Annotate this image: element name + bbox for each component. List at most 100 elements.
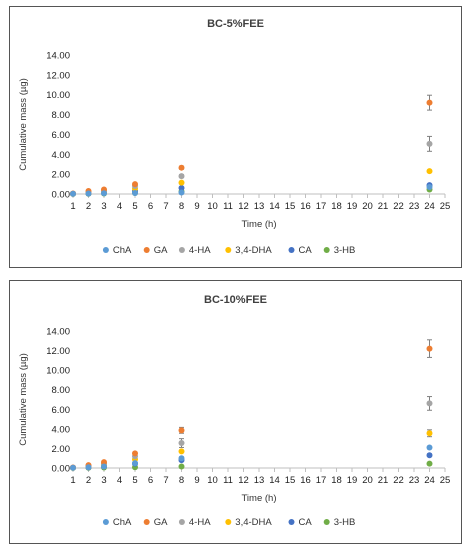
x-tick-label: 17 <box>316 475 327 486</box>
x-tick-label: 18 <box>331 201 342 212</box>
x-tick-label: 15 <box>285 201 296 212</box>
legend-marker <box>178 519 185 525</box>
x-tick-label: 2 <box>86 201 91 212</box>
legend-marker <box>178 247 185 253</box>
x-tick-label: 8 <box>179 475 184 486</box>
chart-title: BC-5%FEE <box>207 18 264 30</box>
legend-marker <box>323 519 330 525</box>
x-tick-label: 10 <box>207 201 218 212</box>
y-axis-label: Cumulative mass (µg) <box>18 78 29 171</box>
x-tick-label: 2 <box>86 475 91 486</box>
x-tick-label: 22 <box>393 201 404 212</box>
data-point <box>178 463 185 470</box>
legend-marker <box>225 247 232 253</box>
data-point <box>426 400 433 407</box>
y-tick-label: 8.00 <box>52 385 71 396</box>
chart-title: BC-10%FEE <box>204 294 267 306</box>
x-tick-label: 20 <box>362 201 373 212</box>
data-point <box>178 185 185 192</box>
legend-entry: 4-HA <box>189 517 211 528</box>
x-tick-label: 3 <box>101 201 106 212</box>
x-tick-label: 18 <box>331 475 342 486</box>
y-tick-label: 10.00 <box>46 366 70 377</box>
legend-entry: ChA <box>113 517 132 528</box>
data-point <box>178 427 185 434</box>
y-tick-label: 12.00 <box>46 70 70 81</box>
data-point <box>426 184 433 191</box>
x-tick-label: 7 <box>163 201 168 212</box>
x-tick-label: 11 <box>223 201 233 212</box>
legend-entry: ChA <box>113 245 132 256</box>
data-point <box>101 459 107 466</box>
legend-entry: 3-HB <box>334 245 356 256</box>
x-tick-label: 24 <box>424 201 435 212</box>
x-tick-label: 4 <box>117 475 122 486</box>
data-point <box>70 464 76 471</box>
data-point <box>132 450 138 457</box>
data-point <box>178 455 185 462</box>
data-point <box>132 460 138 467</box>
x-tick-label: 23 <box>409 201 420 212</box>
x-tick-label: 21 <box>378 475 389 486</box>
x-tick-label: 5 <box>132 201 137 212</box>
data-point <box>426 430 433 437</box>
data-point <box>132 181 138 188</box>
chart-panel-bc-5: BC-5%FEE 0.00 2.00 4.00 6.00 8.00 10.00 12.00 14… <box>9 6 462 268</box>
chart-svg-bc-5: BC-5%FEE0.002.004.006.008.0010.0012.0014… <box>18 18 451 256</box>
x-tick-label: 25 <box>440 475 451 486</box>
chart-svg-bc-10: BC-10%FEE 0.00 2.00 4.00 6.00 8.00 10.00 12.00 1… <box>18 294 451 528</box>
x-tick-label: 5 <box>132 475 137 486</box>
y-tick-label: 6.00 <box>52 405 71 416</box>
data-point <box>178 440 185 447</box>
data-point <box>426 452 433 459</box>
legend-entry: 3,4-DHA <box>235 517 272 528</box>
legend-marker <box>102 519 109 525</box>
legend-entry: GA <box>154 245 168 256</box>
x-tick-label: 3 <box>101 475 106 486</box>
x-tick-label: 11 <box>223 475 233 486</box>
legend-entry: CA <box>299 245 313 256</box>
x-tick-label: 12 <box>238 475 249 486</box>
x-tick-label: 24 <box>424 475 435 486</box>
x-tick-label: 25 <box>440 201 451 212</box>
x-tick-label: 6 <box>148 201 153 212</box>
x-tick-label: 12 <box>238 201 249 212</box>
x-tick-label: 1 <box>70 201 75 212</box>
data-point <box>70 190 76 197</box>
data-point <box>426 460 433 467</box>
y-tick-label: 10.00 <box>46 90 70 101</box>
x-tick-label: 1 <box>70 475 75 486</box>
y-tick-label: 4.00 <box>52 150 71 161</box>
data-point <box>101 190 107 197</box>
x-tick-label: 14 <box>269 201 280 212</box>
data-point <box>85 464 92 471</box>
data-point <box>132 190 138 197</box>
data-point <box>178 173 185 180</box>
legend-marker <box>143 247 150 253</box>
data-point <box>426 99 433 106</box>
y-tick-label: 4.00 <box>52 424 71 435</box>
x-tick-label: 20 <box>362 475 373 486</box>
x-tick-label: 17 <box>316 201 327 212</box>
x-tick-label: 23 <box>409 475 420 486</box>
y-tick-label: 14.00 <box>46 327 70 338</box>
data-point <box>426 345 433 352</box>
legend-marker <box>288 519 295 525</box>
y-tick-label: 6.00 <box>52 130 71 141</box>
y-tick-label: 14.00 <box>46 51 70 62</box>
data-point <box>426 140 433 147</box>
x-tick-label: 22 <box>393 475 404 486</box>
x-tick-label: 7 <box>163 475 168 486</box>
y-axis-label: Cumulative mass (µg) <box>18 353 29 446</box>
legend-marker <box>102 247 109 253</box>
data-point <box>178 448 185 455</box>
y-tick-label: 8.00 <box>52 110 71 121</box>
data-point <box>426 168 433 175</box>
data-point <box>178 189 185 196</box>
x-tick-label: 6 <box>148 475 153 486</box>
y-tick-label: 0.00 <box>52 190 71 201</box>
x-tick-label: 19 <box>347 475 358 486</box>
legend-marker <box>225 519 232 525</box>
legend-entry: 4-HA <box>189 245 211 256</box>
x-tick-label: 4 <box>117 201 122 212</box>
